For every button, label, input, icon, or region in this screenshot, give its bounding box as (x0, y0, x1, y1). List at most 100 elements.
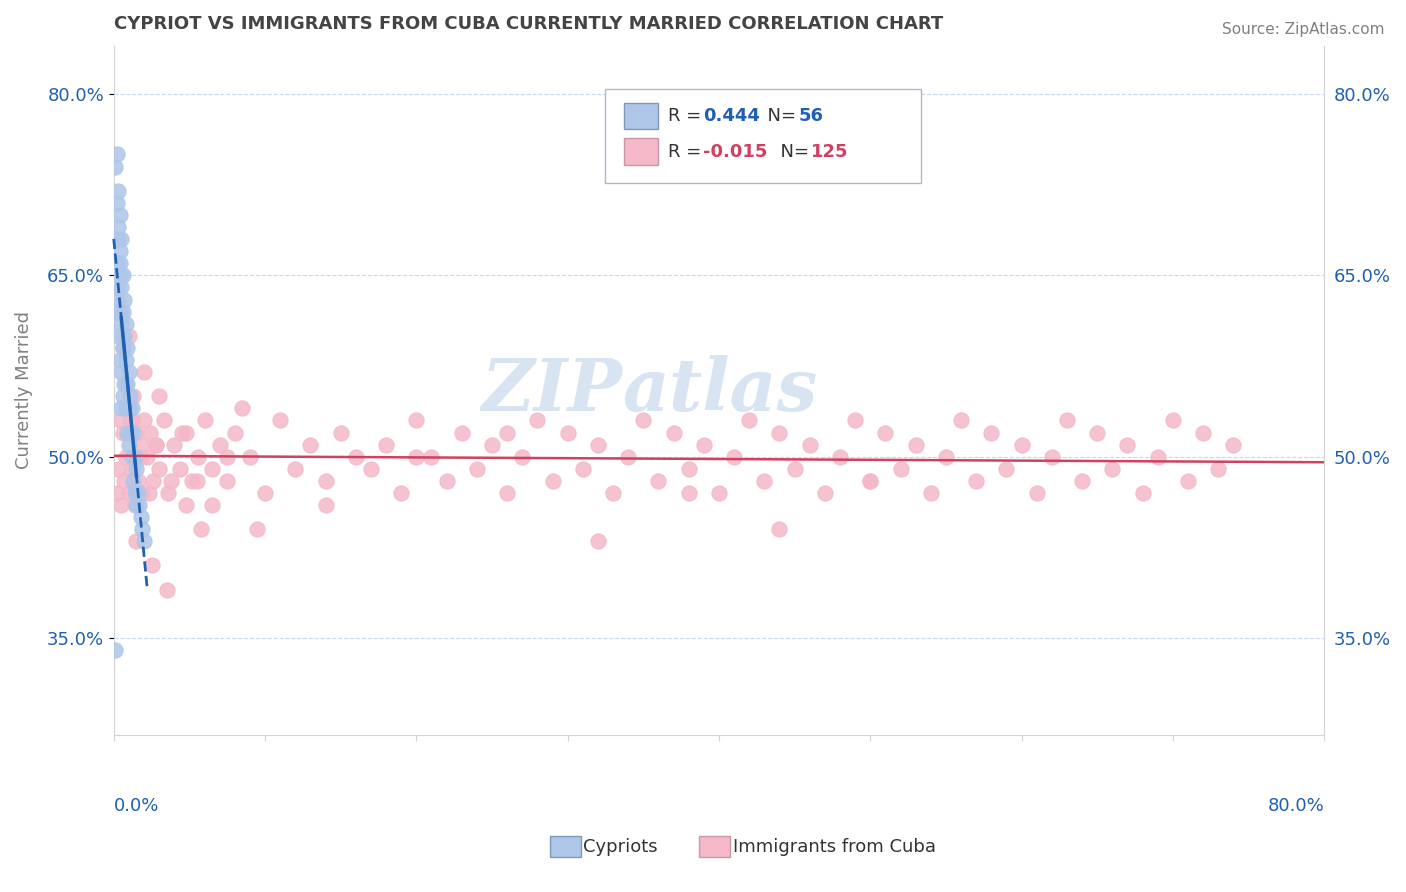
Point (217, 450, 239, 464)
Point (1132, 486, 1154, 500)
Point (129, 510, 152, 524)
Point (107, 293, 129, 307)
Point (859, 474, 882, 488)
Point (112, 474, 135, 488)
Point (115, 377, 138, 392)
Point (118, 437, 141, 451)
Point (176, 498, 198, 512)
Point (904, 437, 927, 451)
Text: Cypriots: Cypriots (583, 838, 658, 855)
Text: ZIP: ZIP (481, 355, 621, 425)
Point (132, 365, 155, 379)
Point (108, 353, 131, 368)
Point (1040, 450, 1063, 464)
Point (107, 184, 129, 198)
Point (132, 534, 155, 549)
Point (108, 244, 131, 259)
Point (707, 486, 730, 500)
Text: -0.015: -0.015 (703, 143, 768, 161)
Text: CYPRIOT VS IMMIGRANTS FROM CUBA CURRENTLY MARRIED CORRELATION CHART: CYPRIOT VS IMMIGRANTS FROM CUBA CURRENTL… (114, 15, 943, 33)
Point (111, 304, 134, 318)
Point (110, 401, 132, 416)
Point (104, 232, 127, 246)
Point (160, 474, 183, 488)
Point (104, 643, 127, 657)
Point (571, 462, 593, 476)
Point (1222, 437, 1244, 451)
Point (108, 304, 131, 318)
Point (125, 425, 148, 440)
Point (105, 195, 128, 210)
Point (128, 498, 150, 512)
Point (586, 534, 609, 549)
Point (405, 413, 427, 427)
Point (190, 522, 212, 536)
Point (208, 437, 231, 451)
Point (118, 365, 141, 379)
Point (980, 425, 1002, 440)
Point (120, 425, 142, 440)
Point (1071, 474, 1094, 488)
Point (1192, 425, 1215, 440)
Point (157, 486, 180, 500)
Point (315, 474, 337, 488)
Point (1206, 462, 1229, 476)
Text: Immigrants from Cuba: Immigrants from Cuba (733, 838, 935, 855)
Point (217, 474, 239, 488)
Point (239, 450, 262, 464)
Point (1011, 437, 1033, 451)
Point (170, 425, 193, 440)
Point (1146, 450, 1168, 464)
Point (176, 425, 198, 440)
Point (828, 450, 851, 464)
Point (586, 437, 609, 451)
Y-axis label: Currently Married: Currently Married (15, 311, 32, 469)
Point (105, 304, 128, 318)
Point (121, 462, 143, 476)
Point (935, 450, 957, 464)
Point (246, 522, 269, 536)
Point (920, 486, 942, 500)
Point (131, 522, 153, 536)
Point (120, 413, 142, 427)
Point (1177, 474, 1199, 488)
Text: R =: R = (668, 143, 707, 161)
Point (647, 474, 669, 488)
Point (269, 413, 291, 427)
Text: R =: R = (668, 107, 707, 125)
Point (617, 450, 640, 464)
Text: 80.0%: 80.0% (1267, 797, 1324, 814)
Point (105, 486, 128, 500)
Point (107, 232, 129, 246)
Point (111, 389, 134, 403)
Point (768, 522, 790, 536)
Point (602, 486, 624, 500)
Point (108, 413, 131, 427)
Point (889, 462, 911, 476)
Point (127, 474, 149, 488)
Point (121, 413, 143, 427)
Point (465, 462, 488, 476)
Point (118, 328, 141, 343)
Point (121, 401, 143, 416)
Point (450, 425, 472, 440)
Point (224, 425, 246, 440)
Point (107, 219, 129, 234)
Point (124, 486, 146, 500)
Point (754, 474, 776, 488)
Point (115, 317, 138, 331)
Point (299, 437, 322, 451)
Point (187, 450, 209, 464)
Point (111, 268, 134, 283)
Point (139, 425, 162, 440)
Point (105, 256, 128, 270)
Point (148, 389, 170, 403)
Point (995, 462, 1018, 476)
Point (1101, 462, 1123, 476)
Point (859, 474, 882, 488)
Point (125, 498, 148, 512)
Point (315, 498, 337, 512)
Point (112, 293, 135, 307)
Point (124, 498, 146, 512)
Text: N=: N= (756, 107, 803, 125)
